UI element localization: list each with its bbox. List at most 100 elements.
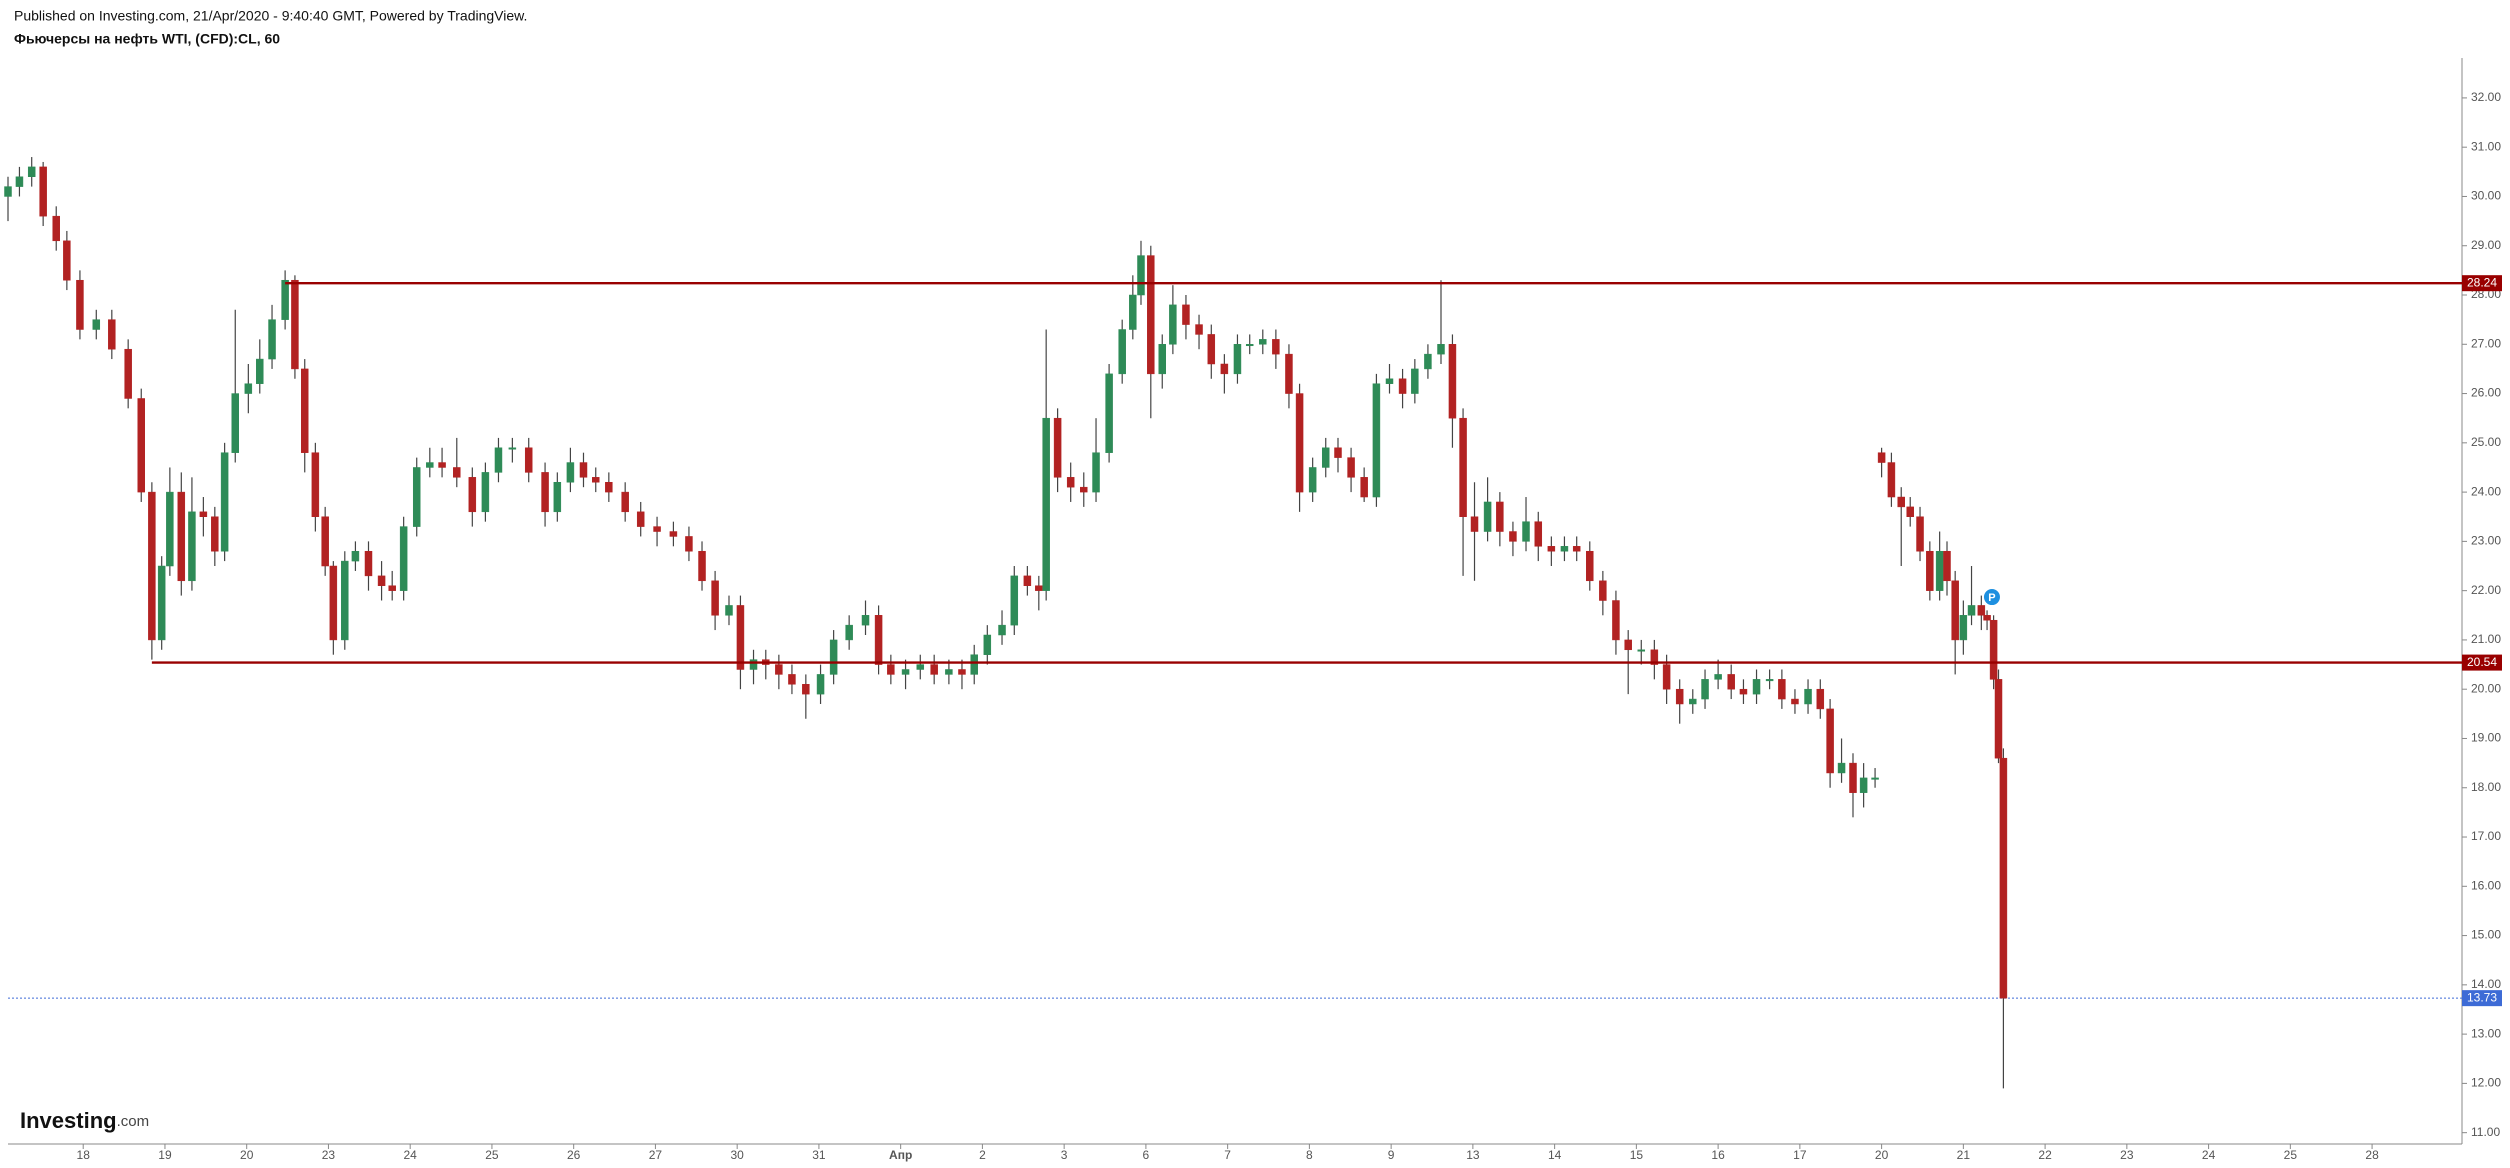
candle-body (1534, 521, 1543, 547)
candle-body (1053, 417, 1062, 478)
candle-body (1650, 649, 1659, 665)
candle-body (15, 176, 24, 187)
candle-body (63, 240, 71, 281)
candle-body (1877, 452, 1886, 463)
candle-body (605, 481, 613, 493)
candle-body (268, 319, 276, 360)
candle-body (1859, 777, 1868, 793)
candle-body (108, 319, 116, 350)
x-tick-label: 3 (1061, 1148, 1068, 1162)
candle-body (930, 664, 938, 675)
candle-body (725, 605, 733, 616)
candle-body (1887, 462, 1896, 498)
candle-body (1897, 496, 1905, 508)
candle-body (1599, 580, 1607, 601)
candle-body (1437, 344, 1445, 355)
y-tick-label: 30.00 (2471, 189, 2501, 203)
candle-body (426, 462, 434, 468)
x-tick-label: 24 (2202, 1148, 2216, 1162)
candle-body (669, 531, 678, 537)
candle-body (916, 664, 925, 670)
y-tick-label: 15.00 (2471, 928, 2501, 942)
candle-body (1118, 329, 1126, 375)
candle-body (76, 279, 84, 330)
candle-body (1448, 344, 1457, 419)
candle-body (1010, 575, 1019, 626)
candle-body (1347, 457, 1355, 478)
x-tick-label: Апр (889, 1148, 912, 1162)
candle-body (388, 585, 396, 591)
x-tick-label: 31 (812, 1148, 826, 1162)
x-tick-label: 8 (1306, 1148, 1313, 1162)
candle-body (377, 575, 386, 586)
candle-body (1612, 600, 1620, 641)
candle-body (1459, 417, 1467, 517)
last-price-box (2462, 990, 2502, 1007)
candle-body (553, 481, 562, 513)
y-tick-label: 18.00 (2471, 780, 2501, 794)
candle-body (1999, 757, 2008, 999)
candle-body (579, 462, 588, 478)
candle-body (92, 319, 101, 330)
y-tick-label: 25.00 (2471, 435, 2501, 449)
candle-body (1308, 467, 1317, 493)
candle-body (341, 560, 349, 641)
candle-body (1560, 546, 1569, 552)
candle-body (1220, 363, 1229, 375)
x-tick-label: 2 (979, 1148, 986, 1162)
y-tick-label: 24.00 (2471, 484, 2501, 498)
candle-body (1321, 447, 1330, 468)
candle-body (1105, 373, 1113, 453)
candle-body (1837, 762, 1846, 774)
candle-body (157, 565, 166, 641)
candle-body (1169, 304, 1177, 345)
candle-body (1411, 368, 1419, 394)
candle-body (1778, 679, 1786, 700)
x-tick-label: 17 (1793, 1148, 1807, 1162)
y-tick-label: 13.00 (2471, 1026, 2501, 1040)
candle-body (524, 447, 533, 473)
candle-body (1586, 550, 1594, 582)
x-tick-label: 20 (1875, 1148, 1889, 1162)
y-tick-label: 29.00 (2471, 238, 2501, 252)
x-tick-label: 18 (77, 1148, 91, 1162)
candle-body (453, 467, 461, 478)
candle-body (829, 639, 838, 675)
candle-body (438, 462, 446, 468)
candle-body (166, 491, 174, 567)
candle-body (874, 615, 883, 665)
candle-body (970, 654, 978, 675)
candle-body (39, 166, 47, 217)
candle-body (711, 580, 719, 616)
marker-dot (1983, 589, 2000, 606)
candle-body (1816, 688, 1825, 710)
candle-body (749, 659, 758, 670)
candle-body (329, 565, 338, 641)
candle-body (1137, 255, 1145, 296)
candle-body (27, 166, 36, 178)
candle-body (1080, 486, 1088, 493)
candle-body (945, 669, 953, 675)
candle-body (1906, 506, 1914, 517)
candle-body (1158, 344, 1166, 375)
candle-body (1522, 521, 1530, 542)
candle-body (621, 491, 629, 513)
candle-body (1662, 664, 1671, 690)
x-tick-label: 20 (240, 1148, 254, 1162)
candle-body (845, 624, 853, 641)
y-tick-label: 26.00 (2471, 386, 2501, 400)
candle-body (281, 279, 289, 320)
candle-body (211, 516, 219, 552)
x-tick-label: 19 (158, 1148, 172, 1162)
candle-body (1509, 531, 1517, 542)
x-tick-label: 26 (567, 1148, 581, 1162)
candle-body (1285, 353, 1293, 394)
candle-body (1470, 516, 1479, 532)
y-tick-label: 11.00 (2471, 1125, 2500, 1139)
y-tick-label: 14.00 (2471, 977, 2501, 991)
candle-body (468, 477, 477, 513)
candle-body (698, 550, 706, 582)
candle-body (1360, 477, 1368, 498)
